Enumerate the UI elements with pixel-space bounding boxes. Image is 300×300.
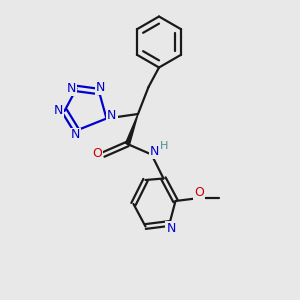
Text: N: N bbox=[107, 109, 117, 122]
Text: O: O bbox=[194, 186, 204, 199]
Text: N: N bbox=[70, 128, 80, 142]
Text: N: N bbox=[66, 82, 76, 95]
Text: N: N bbox=[150, 145, 159, 158]
Text: H: H bbox=[160, 141, 168, 151]
Text: O: O bbox=[93, 146, 102, 160]
Text: N: N bbox=[166, 222, 176, 236]
Text: N: N bbox=[54, 104, 63, 118]
Polygon shape bbox=[125, 114, 138, 145]
Text: N: N bbox=[96, 81, 105, 94]
